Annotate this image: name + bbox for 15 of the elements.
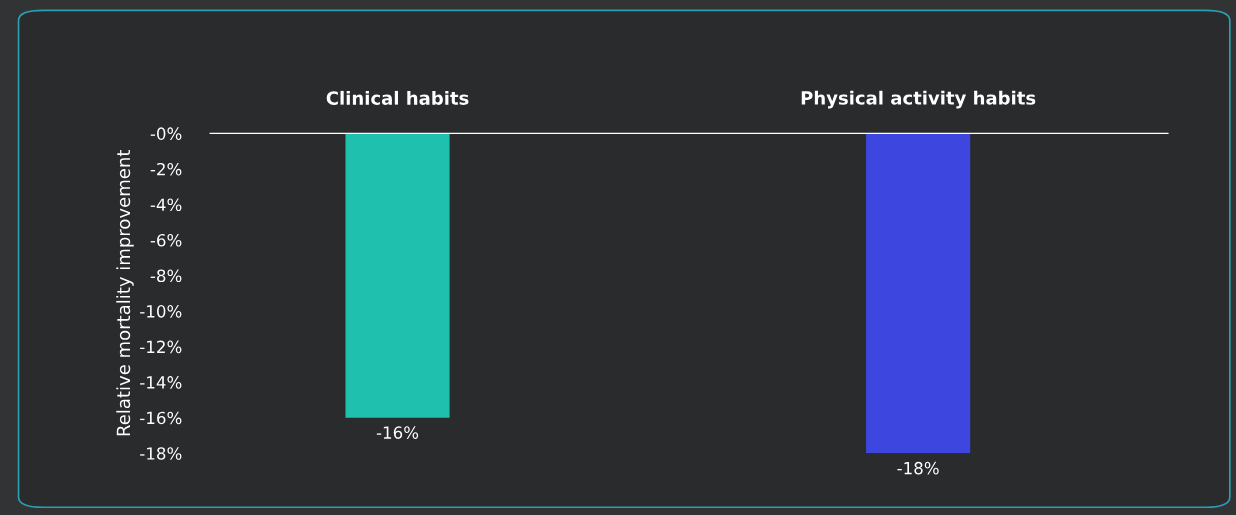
data-label: -16% [376, 426, 419, 439]
x-tick-label: Physical activity habits [801, 90, 1036, 109]
y-tick-label: -12% [140, 340, 182, 354]
y-tick-label: -8% [150, 269, 182, 283]
y-tick-label: -6% [150, 233, 182, 247]
x-tick-label: Clinical habits [326, 90, 469, 105]
y-tick-label: -14% [140, 376, 182, 389]
y-tick-label: -4% [150, 198, 182, 212]
y-tick-label: -0% [150, 127, 182, 140]
y-tick-label: -10% [140, 305, 182, 318]
y-tick-label: -2% [150, 162, 182, 176]
y-tick-label: -18% [140, 447, 182, 460]
y-tick-label: -16% [140, 411, 182, 425]
y-axis-title: Relative mortality improvement [116, 150, 134, 436]
data-label: -18% [897, 461, 939, 475]
